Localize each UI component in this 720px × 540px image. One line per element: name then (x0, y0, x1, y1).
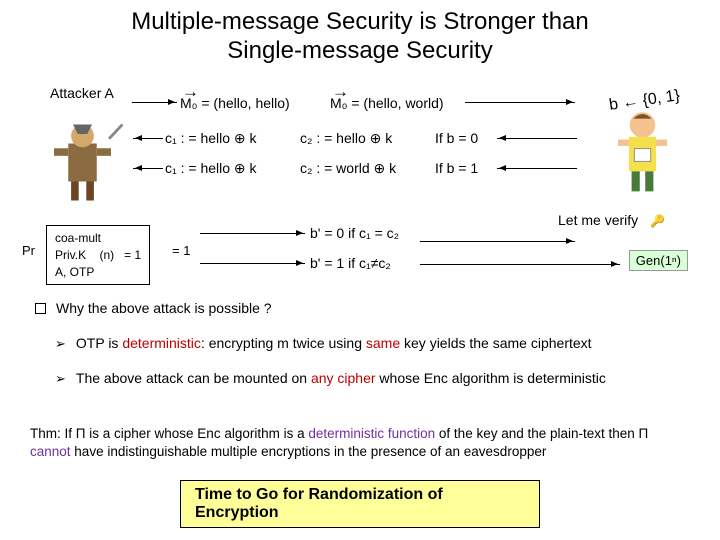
answer-2-text: The above attack can be mounted on any c… (76, 370, 606, 386)
m0-right-text: M₀ = (hello, world) (330, 95, 444, 111)
if-b0: If b = 0 (435, 130, 478, 146)
title-line-2: Single-message Security (227, 37, 492, 64)
arrow-line (465, 102, 575, 103)
final-highlight-box: Time to Go for Randomization of Encrypti… (180, 480, 540, 528)
arrow-line (133, 168, 163, 169)
arrow-line (420, 264, 620, 265)
answer-bullet-1: ➢ OTP is deterministic: encrypting m twi… (55, 335, 592, 352)
theorem-text: Thm: If Π is a cipher whose Enc algorith… (30, 425, 690, 461)
coa-line-3: A, OTP (55, 264, 141, 281)
c2-world: c₂ : = world ⊕ k (300, 160, 396, 177)
bprime-notequal: b' = 1 if c₁≠c₂ (310, 255, 391, 271)
pr-label: Pr (22, 243, 35, 258)
c1-hello-2: c₁ : = hello ⊕ k (165, 160, 257, 177)
bprime-equal: b' = 0 if c₁ = c₂ (310, 225, 399, 241)
attacker-figure (35, 115, 130, 210)
arrow-bullet-icon: ➢ (55, 336, 66, 352)
equals-one: = 1 (172, 243, 190, 258)
arrow-bullet-icon: ➢ (55, 371, 66, 387)
verify-text: Let me verify 🔑 (558, 212, 665, 228)
arrow-line (200, 263, 305, 264)
if-b1: If b = 1 (435, 160, 478, 176)
coa-line-2: Priv.K (n) = 1 (55, 247, 141, 264)
verifier-figure (600, 105, 685, 205)
arrow-line (420, 241, 575, 242)
attacker-label: Attacker A (50, 85, 114, 101)
question-bullet: Why the above attack is possible ? (35, 300, 272, 316)
arrow-line (497, 168, 577, 169)
arrow-line (497, 138, 577, 139)
square-bullet-icon (35, 303, 46, 314)
question-text: Why the above attack is possible ? (56, 300, 272, 316)
key-icon: 🔑 (650, 214, 665, 228)
arrow-line (132, 102, 177, 103)
c1-hello: c₁ : = hello ⊕ k (165, 130, 257, 147)
coa-box: coa-mult Priv.K (n) = 1 A, OTP (46, 225, 150, 285)
answer-bullet-2: ➢ The above attack can be mounted on any… (55, 370, 606, 387)
c2-hello: c₂ : = hello ⊕ k (300, 130, 392, 147)
arrow-line (133, 138, 163, 139)
arrow-line (200, 233, 305, 234)
verify-label: Let me verify (558, 212, 638, 228)
answer-1-text: OTP is deterministic: encrypting m twice… (76, 335, 592, 351)
slide-title: Multiple-message Security is Stronger th… (0, 0, 720, 66)
m0-left-text: M₀ = (hello, hello) (180, 95, 290, 111)
coa-line-1: coa-mult (55, 230, 141, 247)
title-line-1: Multiple-message Security is Stronger th… (131, 8, 589, 35)
gen-box: Gen(1ⁿ) (629, 250, 688, 271)
